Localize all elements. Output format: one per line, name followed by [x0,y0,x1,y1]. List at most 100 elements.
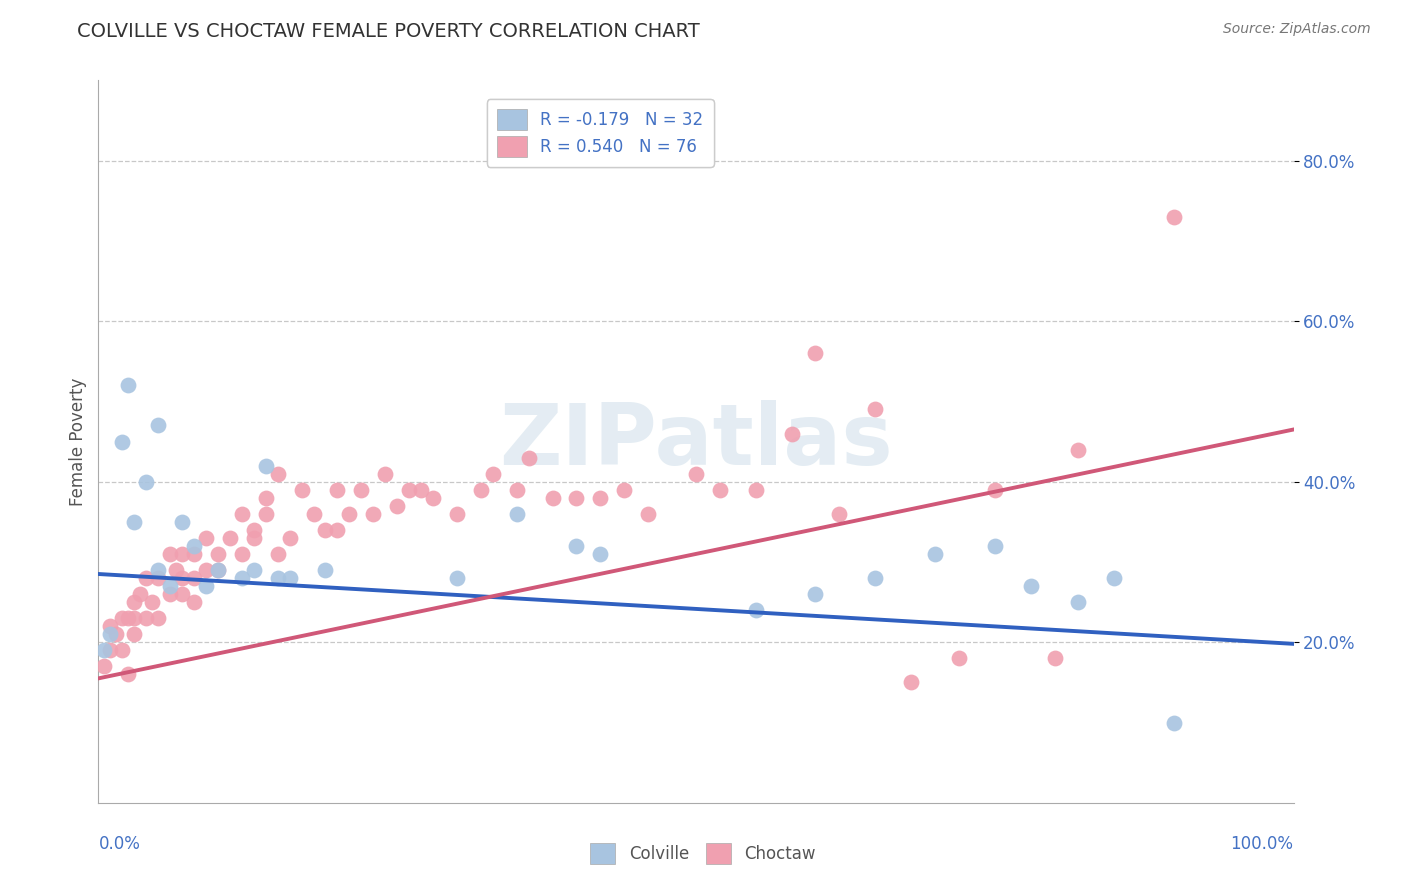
Point [183,595,205,609]
Point [231,507,253,521]
Point [93,659,115,673]
Legend: Colville, Choctaw: Colville, Choctaw [583,837,823,871]
Point [900,675,922,690]
Point [243,523,266,537]
Point [111,643,134,657]
Point [1163,715,1185,730]
Point [93,643,115,657]
Point [98,627,122,641]
Point [613,483,636,497]
Point [363,507,385,521]
Point [398,483,420,497]
Point [1104,571,1126,585]
Point [111,434,134,449]
Point [243,531,266,545]
Point [1067,595,1090,609]
Text: COLVILLE VS CHOCTAW FEMALE POVERTY CORRELATION CHART: COLVILLE VS CHOCTAW FEMALE POVERTY CORRE… [77,22,700,41]
Point [195,531,218,545]
Point [105,627,128,641]
Point [183,547,205,561]
Point [98,619,122,633]
Point [315,523,337,537]
Point [98,643,122,657]
Point [117,378,139,392]
Point [267,571,290,585]
Point [207,547,229,561]
Legend: R = -0.179   N = 32, R = 0.540   N = 76: R = -0.179 N = 32, R = 0.540 N = 76 [486,99,714,167]
Point [231,547,253,561]
Point [828,507,851,521]
Point [506,507,529,521]
Point [172,587,194,601]
Point [541,491,564,505]
Point [195,579,218,593]
Point [135,475,157,489]
Point [183,539,205,553]
Point [129,587,152,601]
Text: 100.0%: 100.0% [1230,835,1294,854]
Point [183,571,205,585]
Point [267,547,290,561]
Point [506,483,529,497]
Point [339,507,361,521]
Point [865,571,887,585]
Point [481,467,505,481]
Point [159,579,181,593]
Point [254,458,277,473]
Point [141,595,163,609]
Point [135,571,157,585]
Point [243,563,266,577]
Point [172,515,194,529]
Text: ZIPatlas: ZIPatlas [499,400,893,483]
Point [1043,651,1066,665]
Point [984,539,1007,553]
Point [172,571,194,585]
Point [924,547,946,561]
Point [637,507,659,521]
Point [135,611,157,625]
Point [315,563,337,577]
Point [207,563,229,577]
Point [589,491,612,505]
Point [302,507,325,521]
Point [111,611,134,625]
Point [278,531,301,545]
Point [804,587,827,601]
Point [446,571,468,585]
Point [291,483,314,497]
Point [374,467,396,481]
Text: Source: ZipAtlas.com: Source: ZipAtlas.com [1223,22,1371,37]
Point [984,483,1007,497]
Point [117,667,139,681]
Point [219,531,242,545]
Point [326,483,349,497]
Y-axis label: Female Poverty: Female Poverty [69,377,87,506]
Point [172,547,194,561]
Point [565,491,588,505]
Point [254,507,277,521]
Point [207,563,229,577]
Point [350,483,373,497]
Point [745,483,768,497]
Point [278,571,301,585]
Point [745,603,768,617]
Point [124,595,146,609]
Point [195,563,218,577]
Point [159,587,181,601]
Point [517,450,540,465]
Point [124,515,146,529]
Point [804,346,827,360]
Point [124,627,146,641]
Point [1163,210,1185,224]
Point [159,547,181,561]
Point [685,467,707,481]
Point [148,563,170,577]
Point [165,563,187,577]
Point [326,523,349,537]
Point [148,611,170,625]
Point [267,467,290,481]
Point [385,499,409,513]
Point [865,402,887,417]
Point [446,507,468,521]
Point [411,483,433,497]
